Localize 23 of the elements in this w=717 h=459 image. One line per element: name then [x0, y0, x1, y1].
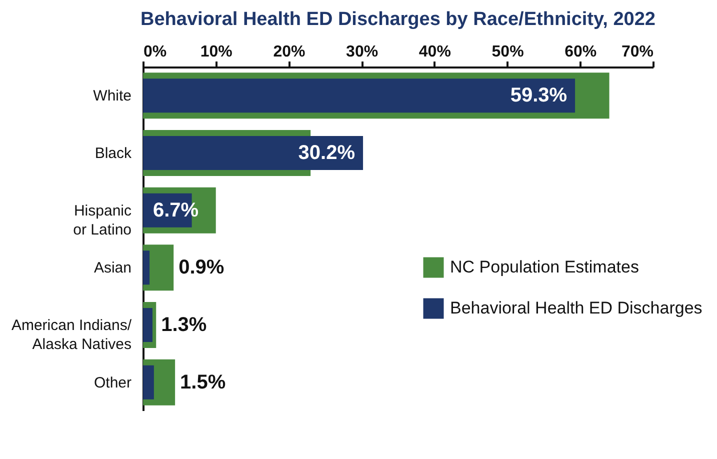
- x-tick-label: 40%: [418, 44, 451, 60]
- y-tick-label: American Indians/Alaska Natives: [11, 317, 132, 353]
- x-tick-label: 30%: [346, 44, 378, 60]
- x-tick-label: 0%: [144, 44, 167, 60]
- y-tick-label: Black: [94, 145, 132, 162]
- y-tick-label: Asian: [94, 260, 132, 277]
- data-label: 59.3%: [510, 84, 568, 107]
- x-tick-label: 10%: [200, 44, 232, 60]
- x-tick-label: 20%: [273, 44, 306, 60]
- x-tick-label: 70%: [621, 44, 654, 60]
- chart-title: Behavioral Health ED Discharges by Race/Ethnicity, 2022: [140, 9, 656, 30]
- y-tick-label: White: [93, 88, 132, 105]
- data-label: 1.3%: [161, 314, 207, 336]
- x-tick-label: 50%: [492, 44, 524, 60]
- y-tick-label: Hispanic or Latino: [73, 202, 132, 238]
- y-tick-label: Other: [94, 374, 132, 392]
- data-label: 0.9%: [178, 256, 224, 279]
- data-label: 30.2%: [298, 142, 356, 164]
- legend-label: NC Population Estimates: [450, 258, 639, 276]
- x-tick-label: 60%: [564, 44, 597, 60]
- data-label: 6.7%: [153, 199, 199, 222]
- legend-label: Behavioral Health ED Discharges: [450, 298, 702, 318]
- data-label: 1.5%: [180, 371, 226, 394]
